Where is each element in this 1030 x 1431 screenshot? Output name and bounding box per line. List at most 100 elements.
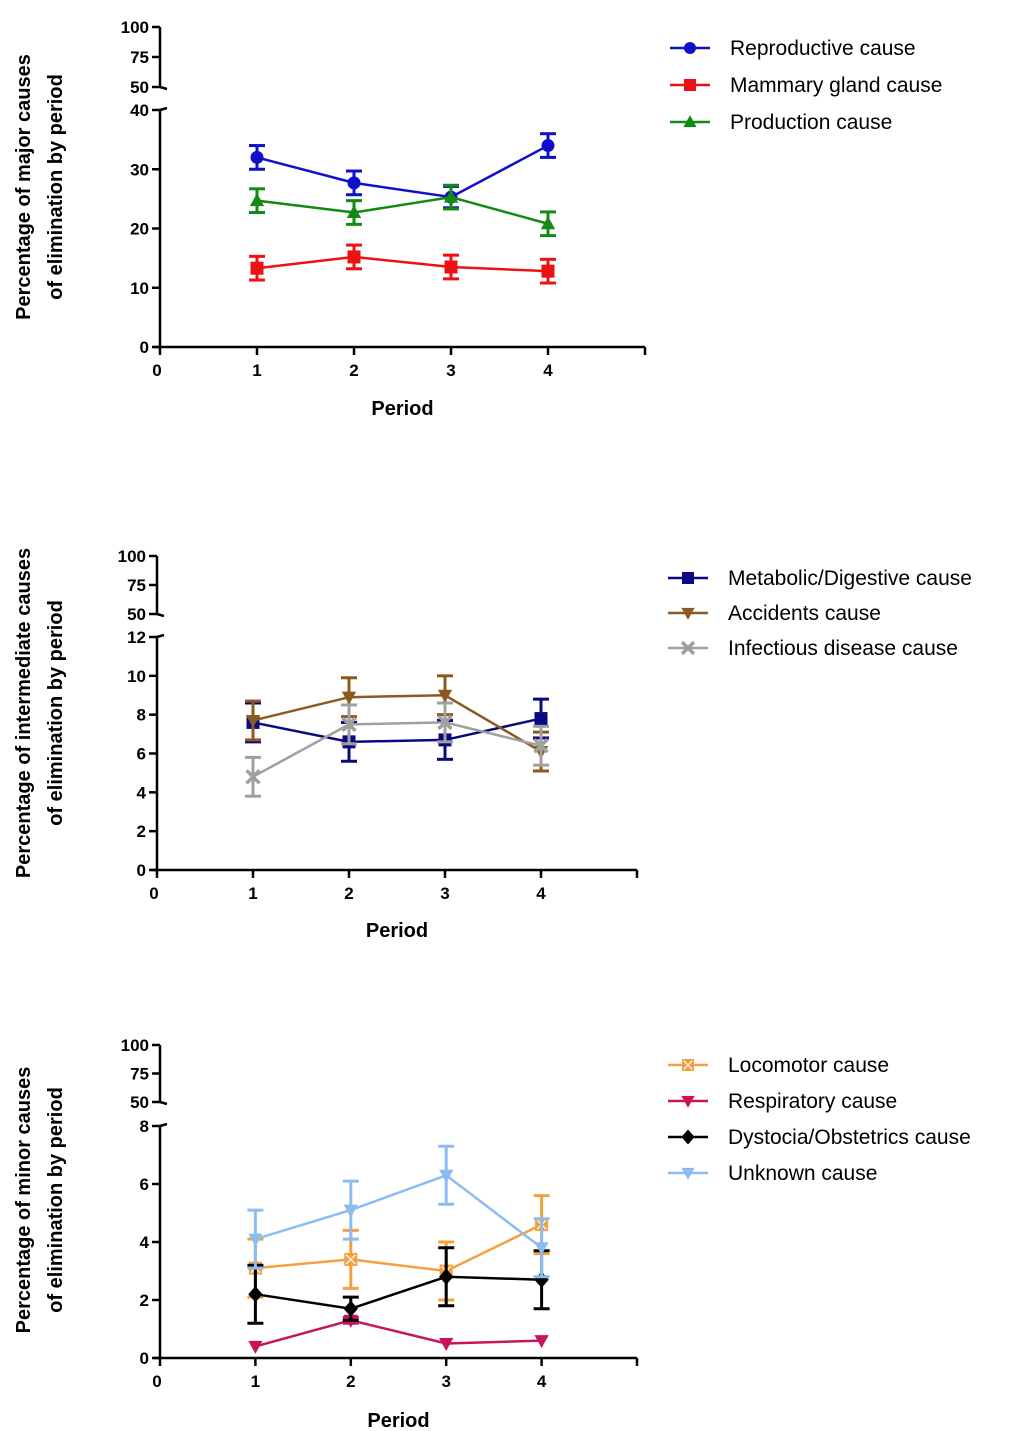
x-tick-label: 3 [446, 361, 455, 380]
x-tick-label: 3 [440, 884, 449, 903]
axes: 50 75 100 0 2 4 6 8 0 1 2 3 4 [121, 1036, 639, 1391]
data-point [249, 193, 265, 207]
legend-marker [681, 1129, 695, 1145]
legend-item-reproductive-cause: Reproductive cause [670, 37, 916, 60]
legend-label: Metabolic/Digestive cause [728, 567, 972, 590]
series-dystocia-obstetrics-cause [247, 1246, 550, 1325]
legend-marker [681, 1167, 695, 1180]
data-point [245, 769, 261, 785]
y-tick-label: 2 [140, 1291, 149, 1310]
series-unknown-cause [247, 1144, 550, 1279]
data-point [346, 205, 362, 219]
legend-label: Locomotor cause [728, 1054, 889, 1077]
legend-item-production-cause: Production cause [670, 111, 892, 134]
legend-marker [682, 1059, 694, 1071]
data-point [533, 737, 549, 754]
x-tick-label: 2 [349, 361, 358, 380]
series-line [256, 144, 549, 199]
x-tick-label: 4 [543, 361, 553, 380]
y-tick-label: 6 [137, 745, 146, 764]
y-axis-title-line-2: of elimination by period [45, 600, 67, 826]
data-point [341, 716, 357, 733]
x-axis-title: Period [371, 398, 433, 420]
y-tick-label: 50 [130, 1093, 149, 1112]
legend-marker [682, 572, 694, 584]
y-tick-label: 0 [140, 1349, 149, 1368]
series-mammary-gland-cause [249, 243, 556, 285]
legend: Locomotor cause Respiratory cause Dystocia… [668, 1054, 971, 1185]
axis-break-mark [156, 633, 165, 639]
y-tick-label: 8 [137, 706, 146, 725]
series-production-cause [249, 183, 556, 238]
legend-marker [681, 607, 695, 620]
data-point [347, 176, 361, 190]
legend-label: Production cause [730, 111, 892, 134]
data-point [250, 261, 264, 275]
data-point [439, 1268, 454, 1285]
y-tick-label: 2 [137, 822, 146, 841]
series-line [255, 1319, 542, 1348]
x-tick-label: 2 [346, 1372, 355, 1391]
legend-item-unknown-cause: Unknown cause [668, 1162, 877, 1185]
y-axis-title-line-1: Percentage of major causes [13, 54, 35, 320]
y-tick-label: 20 [130, 220, 149, 239]
data-point [541, 139, 555, 153]
legend-marker [684, 79, 696, 91]
series-line [252, 717, 542, 744]
axis-break-mark [156, 612, 165, 618]
data-point [347, 250, 361, 264]
data-point [248, 1233, 263, 1247]
legend-label: Mammary gland cause [730, 74, 942, 97]
data-point [534, 712, 548, 726]
data-point [444, 260, 458, 274]
x-tick-label: 1 [248, 884, 257, 903]
data-point [437, 714, 453, 731]
data-point [245, 714, 261, 728]
y-tick-label: 10 [130, 279, 149, 298]
legend-label: Infectious disease cause [728, 637, 958, 660]
y-axis-title-line-2: of elimination by period [45, 74, 67, 300]
y-tick-label: 4 [140, 1233, 150, 1252]
y-tick-label: 75 [127, 576, 146, 595]
legend-marker [683, 115, 697, 128]
x-tick-label: 0 [152, 1372, 161, 1391]
data-point [341, 691, 357, 705]
series-infectious-disease-cause [245, 701, 549, 798]
y-axis-title-line-1: Percentage of intermediate causes [13, 548, 35, 878]
data-point [250, 150, 264, 164]
axis-break-mark [159, 1122, 168, 1128]
y-tick-label: 0 [140, 338, 149, 357]
series-line [255, 1173, 543, 1249]
data-point [541, 264, 555, 278]
legend-label: Reproductive cause [730, 37, 916, 60]
legend-label: Respiratory cause [728, 1090, 897, 1113]
y-axis-title-line-2: of elimination by period [45, 1087, 67, 1313]
chart-panel-3: 50 75 100 0 2 4 6 8 0 1 2 3 4 Period Percentage of min… [13, 1036, 971, 1431]
legend-item-accidents-cause: Accidents cause [668, 602, 881, 625]
series-line [255, 1275, 542, 1310]
y-tick-label: 75 [130, 48, 149, 67]
y-axis-title-line-1: Percentage of minor causes [13, 1067, 35, 1334]
y-tick-label: 100 [118, 547, 146, 566]
data-point [343, 1204, 358, 1218]
y-tick-label: 50 [127, 605, 146, 624]
axes: 50 75 100 0 10 20 30 40 0 1 2 3 4 [121, 18, 647, 380]
data-point [439, 1337, 454, 1351]
legend-label: Dystocia/Obstetrics cause [728, 1126, 971, 1149]
x-axis-title: Period [367, 1410, 429, 1431]
legend-item-locomotor-cause: Locomotor cause [668, 1054, 889, 1077]
x-tick-label: 3 [441, 1372, 450, 1391]
y-tick-label: 40 [130, 101, 149, 120]
y-tick-label: 12 [127, 628, 146, 647]
series-line [252, 693, 542, 753]
legend-marker [681, 1095, 695, 1108]
x-tick-label: 1 [252, 361, 261, 380]
legend-item-respiratory-cause: Respiratory cause [668, 1090, 897, 1113]
y-tick-label: 75 [130, 1065, 149, 1084]
legend-item-infectious-disease-cause: Infectious disease cause [668, 637, 958, 660]
y-tick-label: 8 [140, 1117, 149, 1136]
data-point [343, 1300, 358, 1317]
